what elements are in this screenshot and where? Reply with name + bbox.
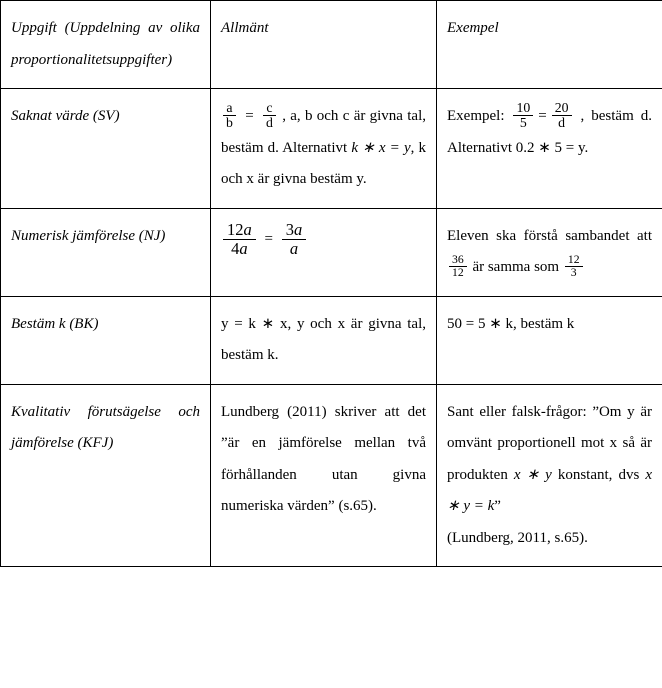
equals-sign: = (538, 101, 546, 133)
cell-bk-general: y = k ∗ x, y och x är givna tal, bestäm … (211, 296, 437, 384)
header-uppgift: Uppgift (Uppdelning av olika proportiona… (1, 1, 211, 89)
frac-num: c (263, 101, 276, 116)
text: Lundberg (2011) skriver att det ”är en j… (221, 404, 426, 515)
frac-num: 12a (223, 221, 256, 240)
equation-xy: x ∗ y (514, 467, 552, 483)
cell-kfj-example: Sant eller falsk-frågor: ”Om y är omvänt… (437, 384, 662, 567)
frac-den: b (223, 116, 236, 130)
header-exempel: Exempel (437, 1, 662, 89)
row-label-bk: Bestäm k (BK) (1, 296, 211, 384)
text-prefix: Exempel: (447, 108, 511, 124)
proportionality-table: Uppgift (Uppdelning av olika proportiona… (0, 0, 662, 567)
fraction-3a-a: 3a a (282, 221, 307, 258)
equation-ykx: y = k ∗ x (221, 316, 287, 332)
table-row: Numerisk jämförelse (NJ) 12a 4a = 3a a E… (1, 208, 662, 296)
text: konstant, dvs (552, 467, 646, 483)
frac-num: 3a (282, 221, 307, 240)
text: ” (494, 498, 501, 514)
cell-nj-general: 12a 4a = 3a a (211, 208, 437, 296)
frac-num: 12 (565, 254, 583, 267)
table-row: Kvalitativ förutsägelse och jämförelse (… (1, 384, 662, 567)
cell-nj-example: Eleven ska förstå sambandet att 36 12 är… (437, 208, 662, 296)
row-label-text: Bestäm k (BK) (11, 316, 98, 332)
text: Eleven ska förstå sambandet att (447, 228, 652, 244)
frac-den: 12 (449, 267, 467, 279)
cell-bk-example: 50 = 5 ∗ k, bestäm k (437, 296, 662, 384)
frac-den: 5 (513, 116, 533, 130)
fraction-12a-4a: 12a 4a (223, 221, 256, 258)
frac-num: a (223, 101, 236, 116)
table-row: Bestäm k (BK) y = k ∗ x, y och x är givn… (1, 296, 662, 384)
equals-sign: = (265, 224, 273, 256)
table-row: Saknat värde (SV) a b = c d , a, b och c… (1, 89, 662, 209)
row-label-text: Numerisk jämförelse (NJ) (11, 228, 165, 244)
citation: (Lundberg, 2011, s.65). (447, 530, 588, 546)
text: , bestäm k (513, 316, 574, 332)
row-label-nj: Numerisk jämförelse (NJ) (1, 208, 211, 296)
row-label-sv: Saknat värde (SV) (1, 89, 211, 209)
equation-kxy: k ∗ x = y (351, 140, 410, 156)
frac-den: a (282, 240, 307, 258)
fraction-cd: c d (263, 101, 276, 131)
frac-num: 36 (449, 254, 467, 267)
frac-den: 3 (565, 267, 583, 279)
frac-num: 10 (513, 101, 533, 116)
fraction-20-d: 20 d (552, 101, 572, 131)
table-header-row: Uppgift (Uppdelning av olika proportiona… (1, 1, 662, 89)
equation-02-5-y: 0.2 ∗ 5 = y (516, 140, 585, 156)
text: är samma som (469, 259, 563, 275)
equation-50-5k: 50 = 5 ∗ k (447, 316, 513, 332)
fraction-10-5: 10 5 (513, 101, 533, 131)
cell-sv-example: Exempel: 10 5 = 20 d , bestäm d. Alterna… (437, 89, 662, 209)
row-label-kfj: Kvalitativ förutsägelse och jämförelse (… (1, 384, 211, 567)
frac-den: 4a (223, 240, 256, 258)
header-allmant: Allmänt (211, 1, 437, 89)
text: . (585, 140, 589, 156)
row-label-text: Kvalitativ förutsägelse och jämförelse (… (11, 404, 200, 452)
cell-sv-general: a b = c d , a, b och c är givna tal, bes… (211, 89, 437, 209)
fraction-12-3: 12 3 (565, 254, 583, 280)
frac-den: d (263, 116, 276, 130)
row-label-text: Saknat värde (SV) (11, 108, 120, 124)
frac-den: d (552, 116, 572, 130)
equals-sign: = (245, 101, 253, 133)
fraction-36-12: 36 12 (449, 254, 467, 280)
frac-num: 20 (552, 101, 572, 116)
cell-kfj-general: Lundberg (2011) skriver att det ”är en j… (211, 384, 437, 567)
fraction-ab: a b (223, 101, 236, 131)
